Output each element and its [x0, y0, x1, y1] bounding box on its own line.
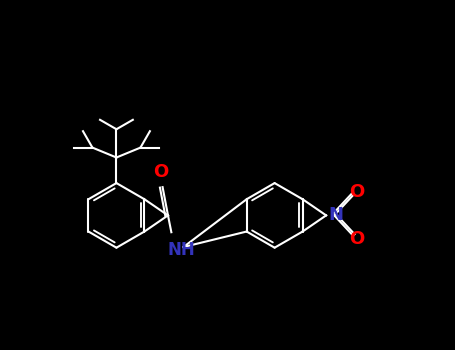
Text: N: N: [329, 206, 344, 224]
Text: O: O: [154, 163, 169, 181]
Text: O: O: [349, 183, 364, 201]
Text: NH: NH: [167, 241, 195, 259]
Text: O: O: [349, 230, 364, 248]
